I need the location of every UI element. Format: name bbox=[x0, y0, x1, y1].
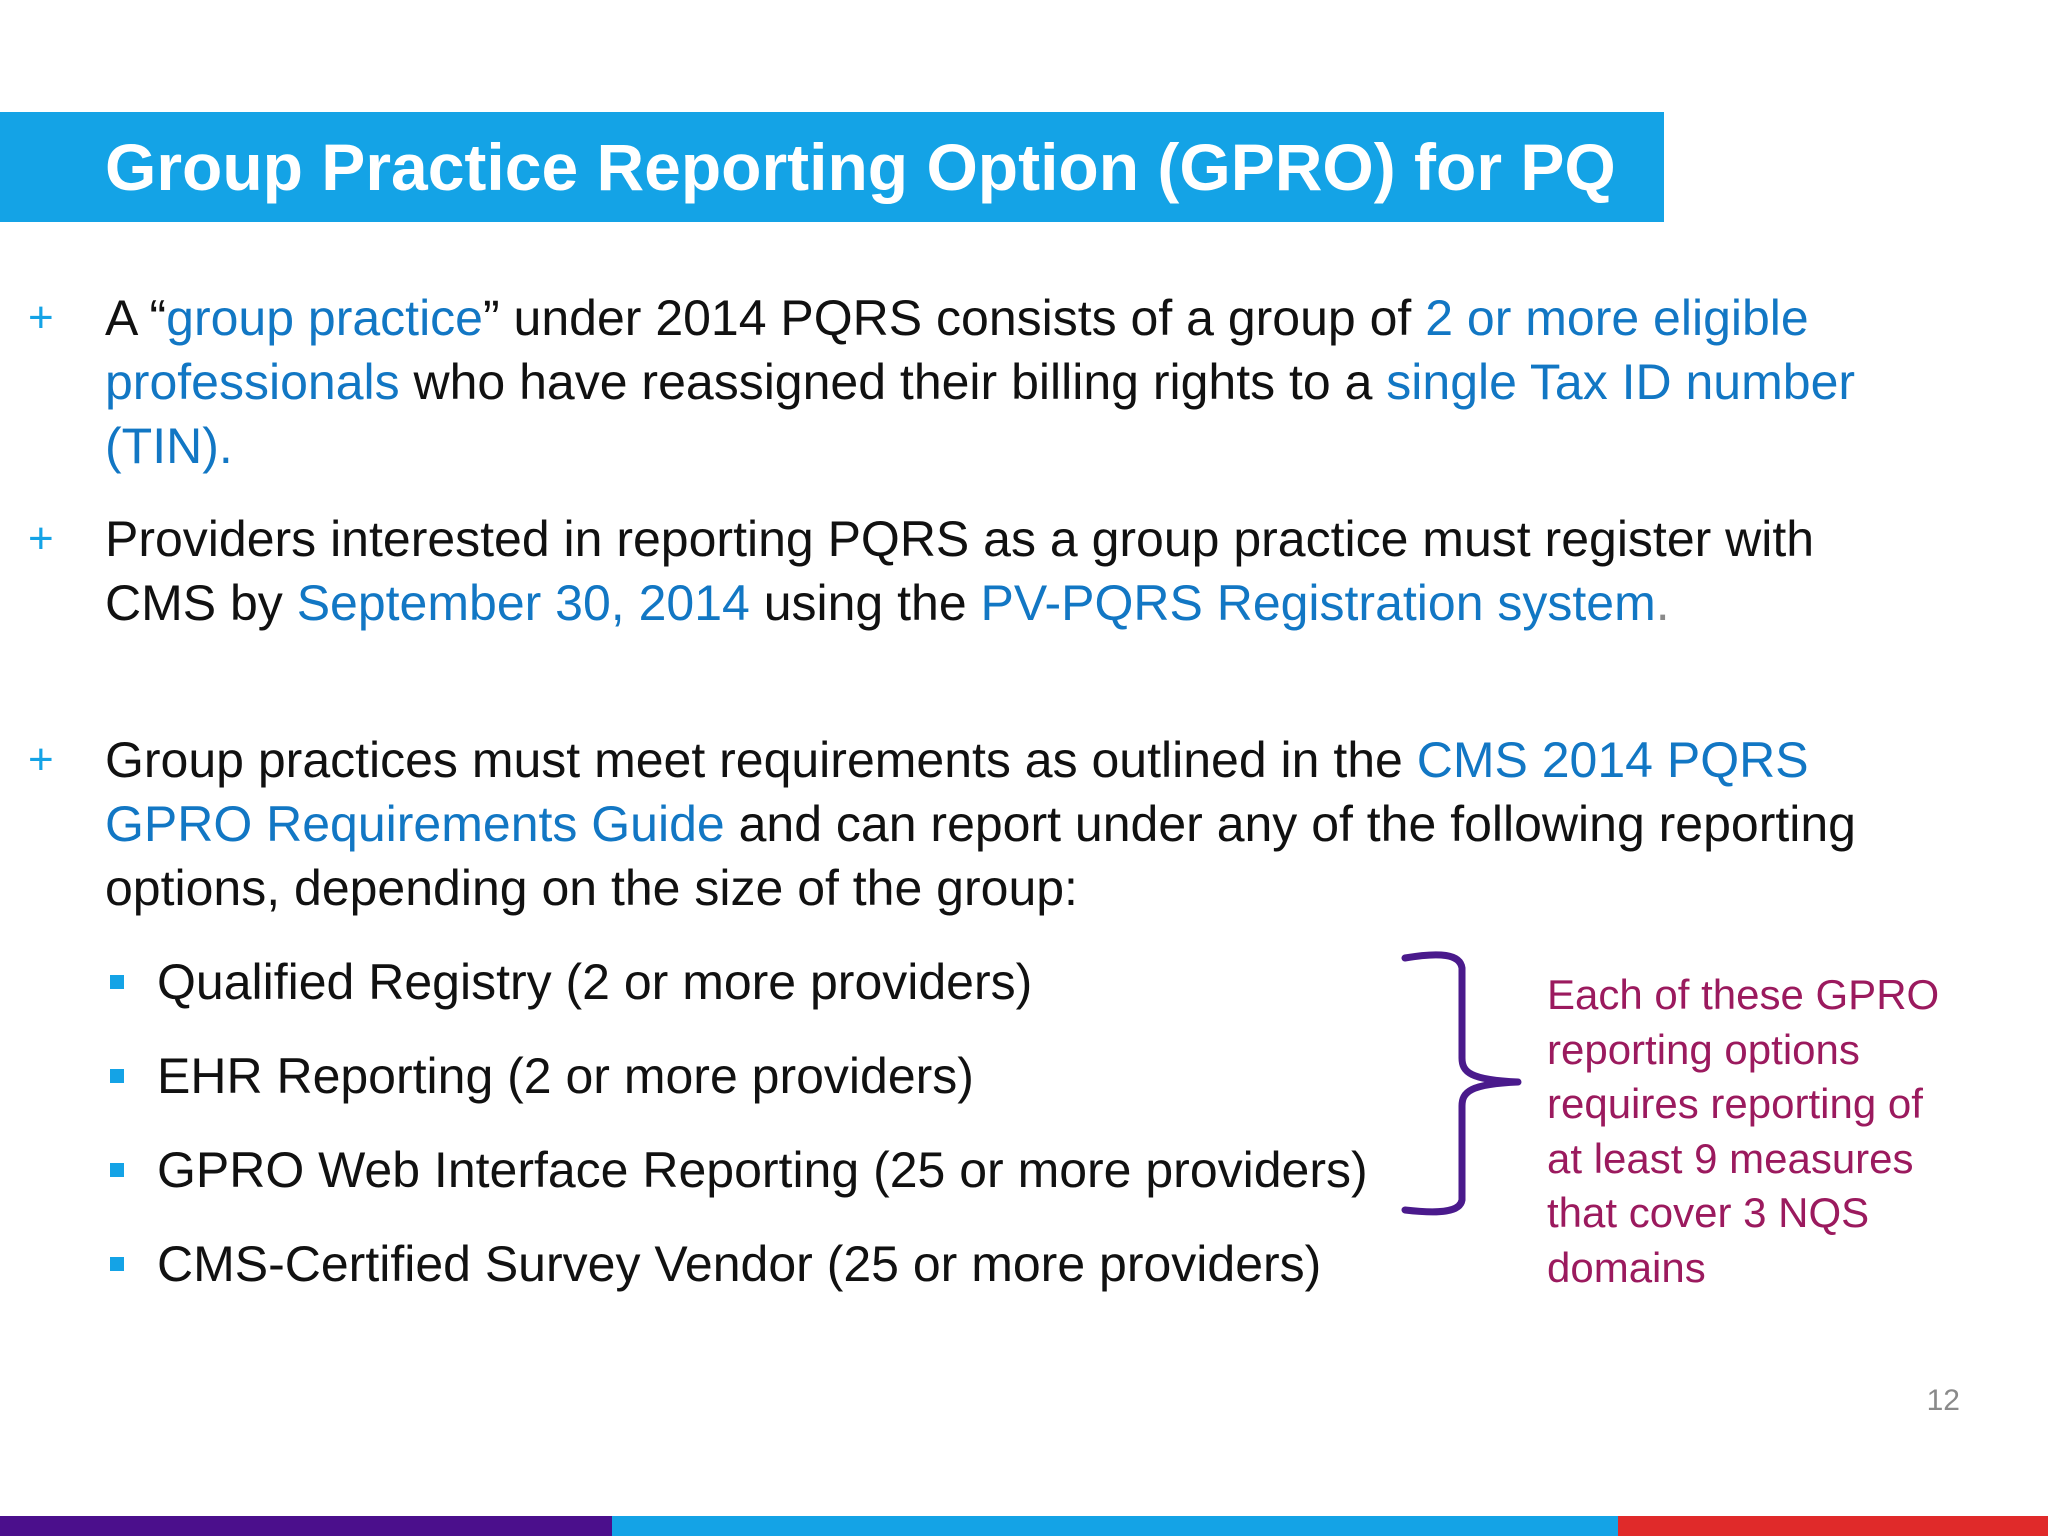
bullet-group-practice: A “group practice” under 2014 PQRS consi… bbox=[105, 286, 1865, 478]
plus-bullet-icon: + bbox=[28, 514, 54, 563]
square-bullet-icon bbox=[110, 975, 124, 989]
bullet-text: ” under 2014 PQRS consists of a group of bbox=[483, 290, 1426, 346]
slide-title: Group Practice Reporting Option (GPRO) f… bbox=[105, 130, 1616, 204]
highlight-deadline: September 30, 2014 bbox=[296, 575, 750, 631]
bullet-text: Group practices must meet requirements a… bbox=[105, 732, 1417, 788]
curly-brace-icon bbox=[1401, 951, 1522, 1216]
bullet-text: . bbox=[1655, 575, 1670, 631]
square-bullet-icon bbox=[110, 1163, 124, 1177]
sub-bullet-survey-vendor: CMS-Certified Survey Vendor (25 or more … bbox=[157, 1236, 1322, 1292]
page-number: 12 bbox=[1926, 1384, 1960, 1417]
bullet-requirements: Group practices must meet requirements a… bbox=[105, 728, 1865, 920]
bullet-registration: Providers interested in reporting PQRS a… bbox=[105, 507, 1865, 635]
highlight-requirements-guide: CMS 2014 PQRS GPRO Requirements Guide bbox=[105, 732, 1809, 852]
highlight-registration-system: PV-PQRS Registration system bbox=[980, 575, 1656, 631]
footer-bar-red bbox=[1618, 1516, 2048, 1536]
plus-bullet-icon: + bbox=[28, 735, 54, 784]
square-bullet-icon bbox=[110, 1257, 124, 1271]
sub-bullet-web-interface: GPRO Web Interface Reporting (25 or more… bbox=[157, 1142, 1368, 1198]
annotation-note: Each of these GPRO reporting options req… bbox=[1547, 971, 1940, 1291]
bullet-text: and can report under any of the followin… bbox=[105, 796, 1856, 916]
bullet-text: using the bbox=[749, 575, 981, 631]
bullet-text: who have reassigned their billing rights… bbox=[399, 354, 1387, 410]
highlight-eligible-professionals: 2 or more eligible professionals bbox=[105, 290, 1809, 410]
plus-bullet-icon: + bbox=[28, 293, 54, 342]
bullet-text: Providers interested in reporting PQRS a… bbox=[105, 511, 1815, 631]
title-bar: Group Practice Reporting Option (GPRO) f… bbox=[0, 112, 1664, 222]
sub-bullet-ehr-reporting: EHR Reporting (2 or more providers) bbox=[157, 1048, 974, 1104]
square-bullet-icon bbox=[110, 1069, 124, 1083]
footer-bar-blue bbox=[612, 1516, 1618, 1536]
bullet-text: A “ bbox=[105, 290, 167, 346]
footer-bar-purple bbox=[0, 1516, 612, 1536]
sub-bullet-qualified-registry: Qualified Registry (2 or more providers) bbox=[157, 954, 1033, 1010]
highlight-tin: single Tax ID number (TIN). bbox=[105, 354, 1856, 474]
highlight-group-practice: group practice bbox=[166, 290, 483, 346]
